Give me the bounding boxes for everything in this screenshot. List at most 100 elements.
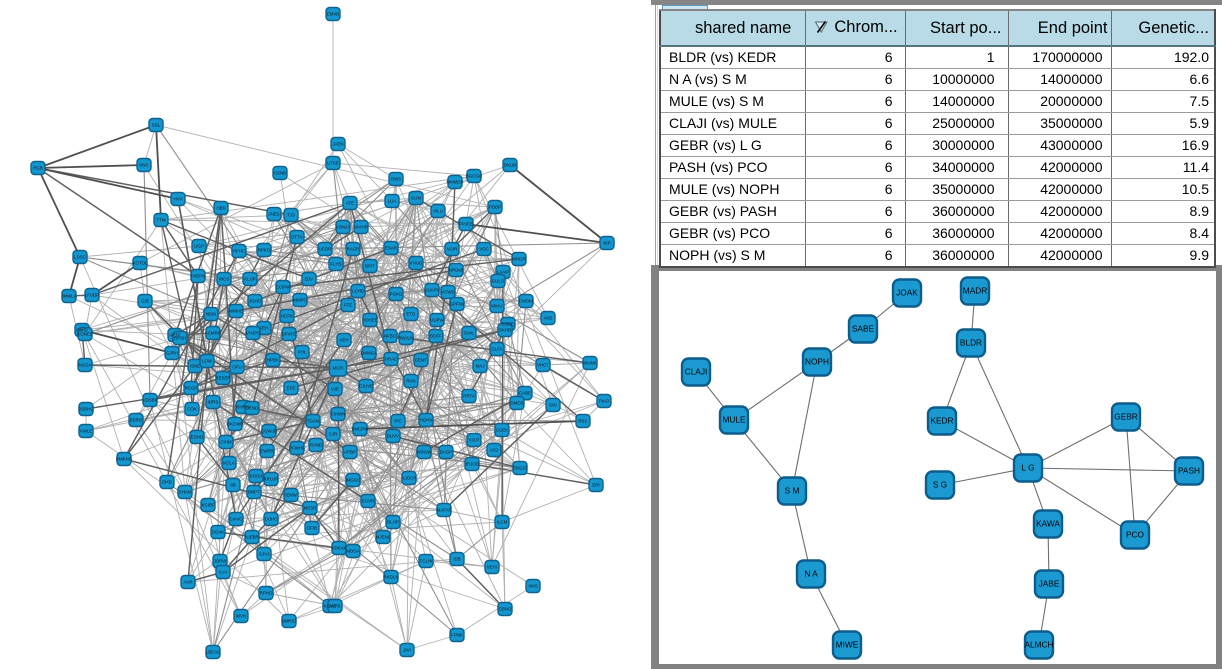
svg-text:MJENL: MJENL <box>376 535 391 540</box>
svg-text:DFVFC: DFVFC <box>282 332 297 337</box>
svg-text:KAWA: KAWA <box>1036 519 1060 529</box>
svg-text:PPJCE: PPJCE <box>459 222 473 227</box>
svg-text:IORS: IORS <box>208 400 219 405</box>
svg-text:MMMDP: MMMDP <box>446 180 463 185</box>
svg-text:NNC: NNC <box>139 163 149 168</box>
svg-text:JOAK: JOAK <box>896 288 918 298</box>
svg-text:KIP: KIP <box>603 241 610 246</box>
svg-text:VWLE: VWLE <box>80 429 93 434</box>
svg-text:BNPT: BNPT <box>248 490 260 495</box>
svg-text:VEHI: VEHI <box>487 565 497 570</box>
svg-text:OKCWH: OKCWH <box>227 422 244 427</box>
svg-text:MHGR: MHGR <box>512 257 525 262</box>
svg-text:AAR: AAR <box>183 580 192 585</box>
svg-text:LUA: LUA <box>388 199 397 204</box>
svg-text:VJUT: VJUT <box>469 438 480 443</box>
svg-text:GPFNV: GPFNV <box>449 302 464 307</box>
svg-text:KCIBF: KCIBF <box>202 503 215 508</box>
svg-text:IIB: IIB <box>230 483 235 488</box>
svg-text:ACMRO: ACMRO <box>205 331 222 336</box>
svg-text:VCIR: VCIR <box>447 247 458 252</box>
svg-text:KONES: KONES <box>77 332 92 337</box>
svg-text:KOTOL: KOTOL <box>133 261 148 266</box>
svg-text:DOAK: DOAK <box>212 530 225 535</box>
svg-text:MIHU: MIHU <box>491 304 502 309</box>
svg-text:SOOA: SOOA <box>250 474 263 479</box>
svg-text:KHL: KHL <box>298 350 307 355</box>
svg-text:MADR: MADR <box>963 286 987 296</box>
svg-text:JNES: JNES <box>268 212 279 217</box>
svg-text:GJRH: GJRH <box>166 351 178 356</box>
svg-text:IUEBR: IUEBR <box>245 535 258 540</box>
svg-text:EOHD: EOHD <box>191 435 204 440</box>
svg-text:RPHO: RPHO <box>260 591 273 596</box>
svg-text:KDKAK: KDKAK <box>332 546 347 551</box>
svg-text:S M: S M <box>785 486 800 496</box>
svg-text:CUEK: CUEK <box>496 428 508 433</box>
svg-text:N A: N A <box>804 569 818 579</box>
svg-text:NSIN: NSIN <box>206 312 217 317</box>
svg-text:PMCPW: PMCPW <box>352 427 370 432</box>
svg-text:HBS: HBS <box>216 206 225 211</box>
svg-text:RVN: RVN <box>406 379 415 384</box>
svg-text:S G: S G <box>933 480 947 490</box>
svg-text:RGB: RGB <box>33 166 43 171</box>
svg-text:WVN: WVN <box>236 614 246 619</box>
svg-text:ESAR: ESAR <box>385 246 397 251</box>
svg-text:WDGW: WDGW <box>417 450 433 455</box>
svg-text:JGHO: JGHO <box>249 299 262 304</box>
svg-text:L G: L G <box>1021 463 1034 473</box>
svg-text:SHAN: SHAN <box>179 490 191 495</box>
svg-text:ETO: ETO <box>407 312 417 317</box>
svg-text:CIHWN: CIHWN <box>331 412 346 417</box>
svg-text:CJR: CJR <box>329 432 338 437</box>
svg-text:VCWD: VCWD <box>441 290 454 295</box>
svg-text:GEBR: GEBR <box>1114 412 1138 422</box>
svg-text:VJPB: VJPB <box>330 604 341 609</box>
svg-text:DKUB: DKUB <box>504 163 516 168</box>
svg-text:CABE: CABE <box>519 391 531 396</box>
svg-text:FLHS: FLHS <box>330 262 341 267</box>
svg-text:CLAJI: CLAJI <box>685 367 708 377</box>
svg-text:APTF: APTF <box>169 333 181 338</box>
svg-text:SKHB: SKHB <box>499 328 511 333</box>
svg-text:NFBC: NFBC <box>384 334 396 339</box>
svg-text:ASJ: ASJ <box>490 448 498 453</box>
svg-text:CUHC: CUHC <box>265 517 278 522</box>
svg-text:LBEAC: LBEAC <box>206 650 220 655</box>
svg-text:RCGP: RCGP <box>185 386 198 391</box>
svg-text:UCDR: UCDR <box>319 247 332 252</box>
svg-text:VILU: VILU <box>433 209 443 214</box>
svg-text:HGHV: HGHV <box>420 418 433 423</box>
svg-text:TJS: TJS <box>287 213 295 218</box>
svg-text:SABE: SABE <box>852 324 875 334</box>
svg-text:JABE: JABE <box>1039 579 1060 589</box>
svg-text:RPKO: RPKO <box>258 248 271 253</box>
svg-text:CIHM: CIHM <box>220 440 232 445</box>
svg-text:BOFF: BOFF <box>430 334 442 339</box>
svg-text:FFE: FFE <box>344 303 352 308</box>
svg-text:KLUP: KLUP <box>244 277 256 282</box>
svg-text:VAV: VAV <box>549 403 557 408</box>
svg-text:BUVV: BUVV <box>387 434 399 439</box>
svg-text:PIAO: PIAO <box>599 399 610 404</box>
svg-text:BJV: BJV <box>305 277 313 282</box>
svg-text:APBP: APBP <box>344 450 356 455</box>
svg-text:KGVE: KGVE <box>324 604 336 609</box>
svg-text:MAFAP: MAFAP <box>437 508 452 513</box>
svg-text:MCPI: MCPI <box>333 366 344 371</box>
svg-text:KEDR: KEDR <box>930 416 953 426</box>
svg-text:UUPW: UUPW <box>430 318 444 323</box>
svg-text:MIWE: MIWE <box>836 640 859 650</box>
svg-text:BAGP: BAGP <box>440 450 452 455</box>
svg-text:ILCM: ILCM <box>497 520 508 525</box>
svg-text:OEND: OEND <box>246 406 259 411</box>
svg-text:RHRIS: RHRIS <box>236 405 250 410</box>
svg-text:IDB: IDB <box>453 557 460 562</box>
svg-text:HVV: HVV <box>173 197 182 202</box>
svg-text:OWS: OWS <box>391 177 402 182</box>
svg-text:DFIB: DFIB <box>307 526 317 531</box>
svg-text:CEMT: CEMT <box>415 358 428 363</box>
svg-text:PCO: PCO <box>1126 530 1145 540</box>
svg-text:TTM: TTM <box>156 218 165 223</box>
